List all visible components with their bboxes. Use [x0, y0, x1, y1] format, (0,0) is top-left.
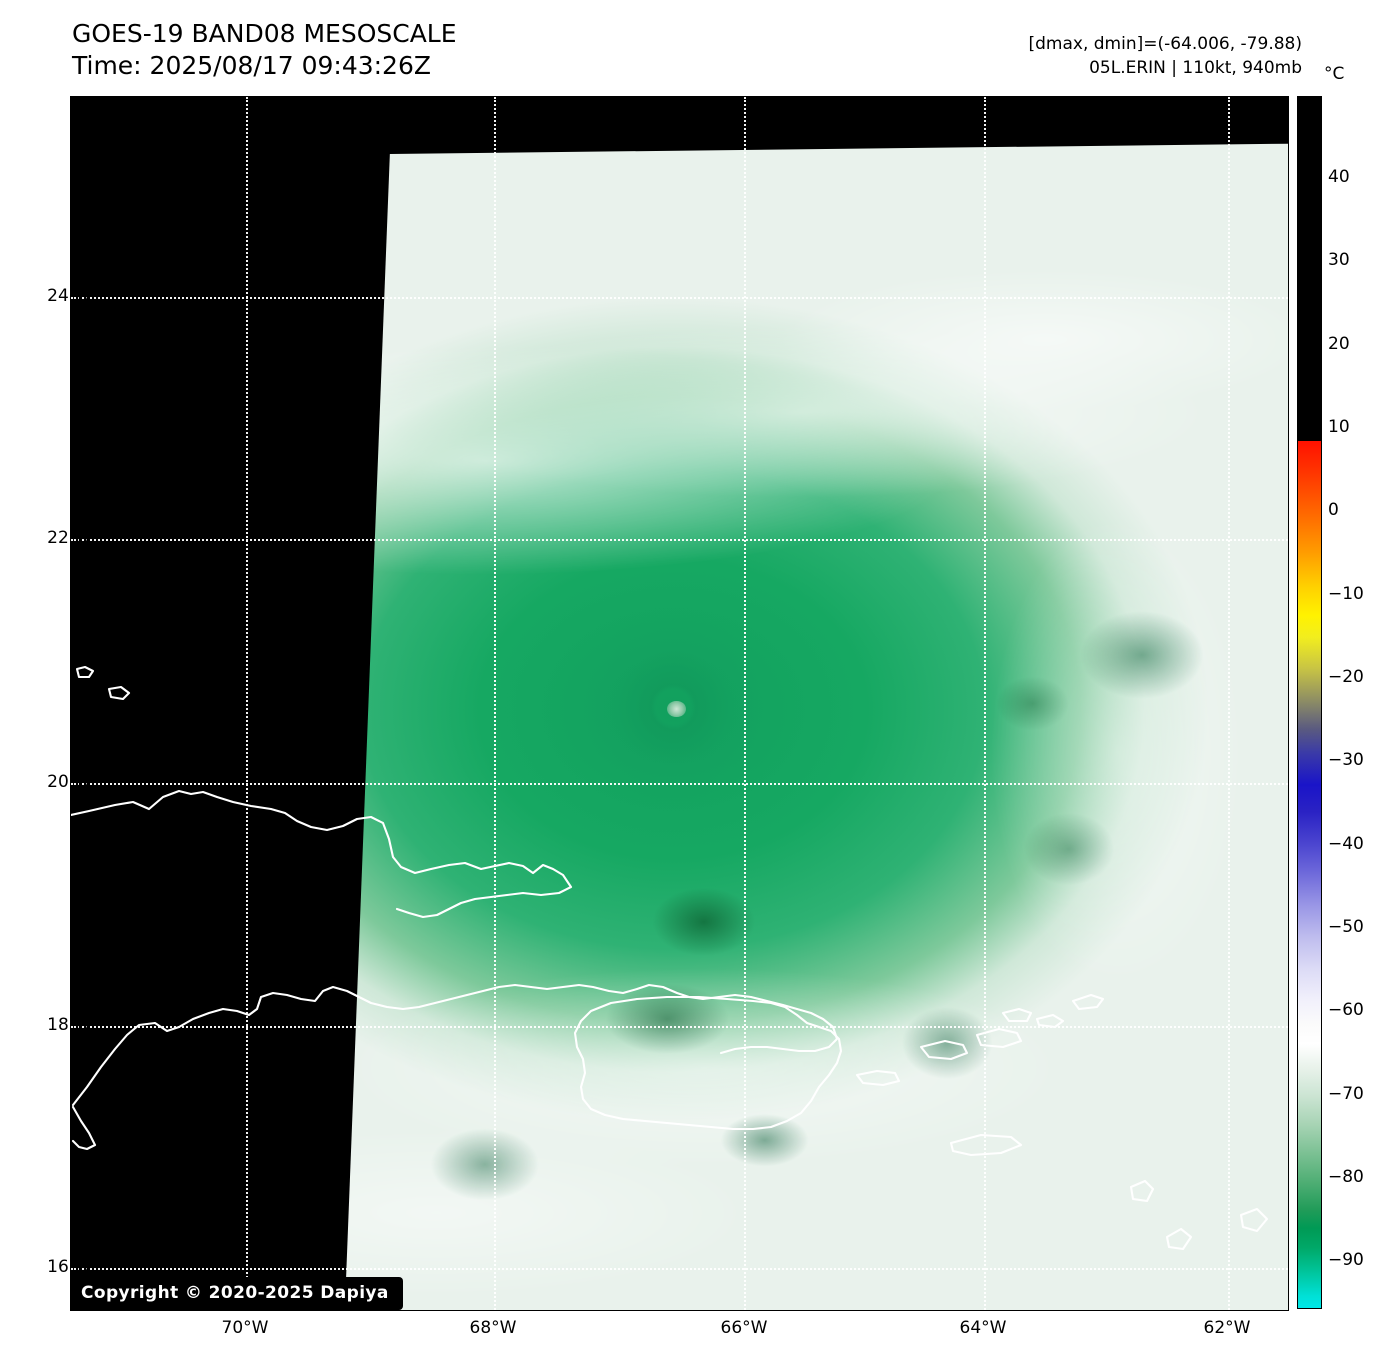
gridline-lon-68	[494, 97, 496, 1310]
y-tick-label-16n: 16°N	[47, 1257, 90, 1277]
y-tick-label-24n: 24°N	[47, 286, 90, 306]
cbar-tick-m80: −80	[1328, 1167, 1364, 1187]
storm-info-label: 05L.ERIN | 110kt, 940mb	[1089, 58, 1302, 78]
cbar-tick-m60: −60	[1328, 1000, 1364, 1020]
cbar-tick-0: 0	[1328, 500, 1339, 520]
cbar-tick-m30: −30	[1328, 750, 1364, 770]
cbar-tick-m10: −10	[1328, 584, 1364, 604]
coastline-overlay	[71, 665, 1269, 1251]
y-tick-label-20n: 20°N	[47, 772, 90, 792]
timestamp-label: Time: 2025/08/17 09:43:26Z	[72, 51, 431, 80]
x-tick-label-64w: 64°W	[959, 1318, 1007, 1338]
gridline-lat-18	[71, 1026, 1288, 1028]
x-tick-label-68w: 68°W	[469, 1318, 517, 1338]
cbar-tick-40: 40	[1328, 167, 1350, 187]
page-title: GOES-19 BAND08 MESOSCALE	[72, 19, 457, 48]
hurricane-eye	[667, 701, 686, 717]
title-block: GOES-19 BAND08 MESOSCALE Time: 2025/08/1…	[72, 18, 457, 82]
gridline-lon-70	[246, 97, 248, 1310]
cbar-tick-m70: −70	[1328, 1084, 1364, 1104]
y-tick-label-22n: 22°N	[47, 528, 90, 548]
dmax-dmin-label: [dmax, dmin]=(-64.006, -79.88)	[1028, 34, 1303, 54]
x-tick-label-66w: 66°W	[720, 1318, 768, 1338]
cbar-tick-30: 30	[1328, 250, 1350, 270]
colorbar-unit-label: °C	[1324, 64, 1345, 84]
metadata-block: [dmax, dmin]=(-64.006, -79.88) 05L.ERIN …	[1029, 32, 1303, 80]
cbar-tick-m90: −90	[1328, 1250, 1364, 1270]
gridline-lat-22	[71, 539, 1288, 541]
x-tick-label-62w: 62°W	[1203, 1318, 1251, 1338]
cbar-tick-m20: −20	[1328, 667, 1364, 687]
x-tick-label-70w: 70°W	[221, 1318, 269, 1338]
plot-clip: Copyright © 2020-2025 Dapiya	[71, 97, 1288, 1310]
satellite-image-plot: Copyright © 2020-2025 Dapiya	[70, 96, 1289, 1311]
y-tick-label-18n: 18°N	[47, 1015, 90, 1035]
eyewall-ring	[344, 143, 1288, 1310]
copyright-badge: Copyright © 2020-2025 Dapiya	[71, 1277, 403, 1310]
gridline-lon-62	[1228, 97, 1230, 1310]
gridline-lat-16	[71, 1268, 1288, 1270]
cbar-tick-m40: −40	[1328, 834, 1364, 854]
temperature-colorbar	[1297, 96, 1322, 1309]
graticule-grid	[71, 97, 1288, 1310]
cbar-tick-20: 20	[1328, 334, 1350, 354]
gridline-lat-20	[71, 783, 1288, 785]
gridline-lon-66	[744, 97, 746, 1310]
satellite-data-swath	[344, 143, 1288, 1310]
cbar-tick-10: 10	[1328, 417, 1350, 437]
gridline-lat-24	[71, 297, 1288, 299]
cbar-tick-m50: −50	[1328, 917, 1364, 937]
gridline-lon-64	[984, 97, 986, 1310]
